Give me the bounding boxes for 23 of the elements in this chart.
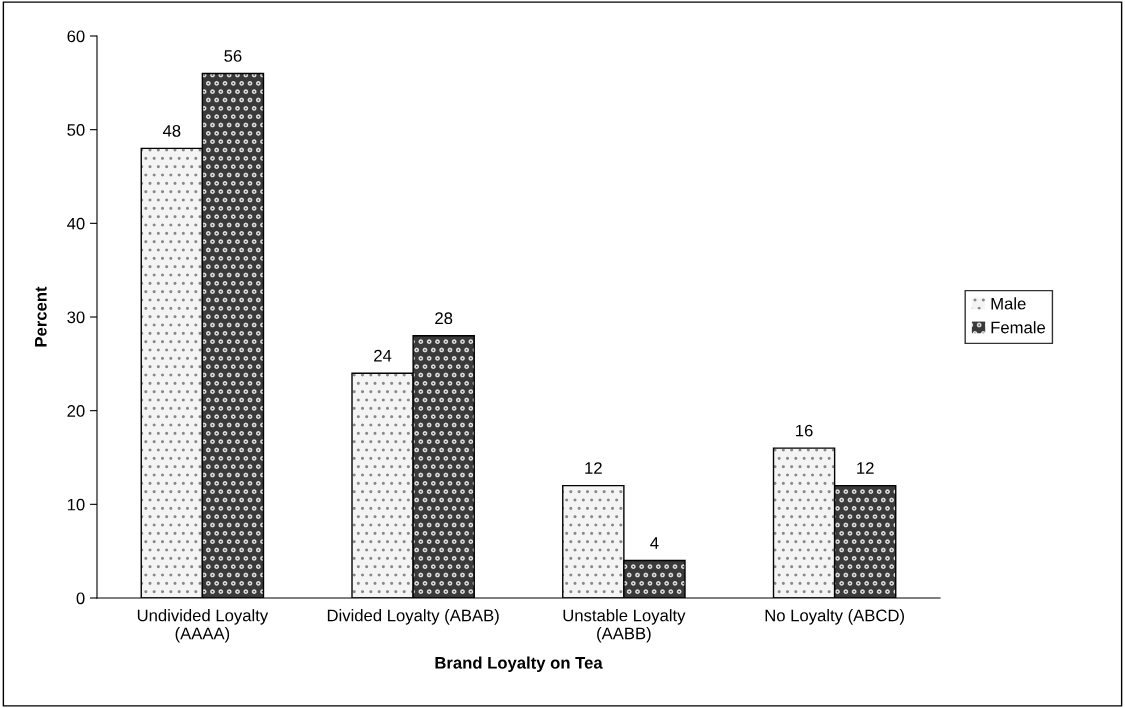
data-label: 48: [162, 124, 181, 137]
legend-label: Female: [991, 321, 1046, 334]
y-tick-label: 50: [67, 124, 85, 136]
data-label: 24: [374, 349, 392, 362]
data-label: 16: [796, 424, 813, 437]
data-label: 4: [650, 537, 659, 549]
data-label: 12: [857, 462, 874, 474]
x-axis-title: Brand Loyalty on Tea: [435, 656, 603, 673]
x-tick-label: Divided Loyalty (ABAB): [327, 609, 499, 625]
y-tick-label: 40: [67, 217, 85, 230]
y-tick-label: 20: [67, 405, 85, 417]
y-tick-label: 10: [67, 498, 85, 511]
y-tick-label: 30: [67, 311, 85, 324]
y-tick-label: 60: [67, 30, 85, 43]
y-tick-label: 0: [76, 592, 85, 605]
x-tick-label: Unstable Loyalty (AABB): [563, 609, 686, 643]
data-label: 56: [224, 50, 242, 62]
y-axis-title: Percent: [35, 286, 47, 347]
x-tick-label: No Loyalty (ABCD): [765, 609, 904, 625]
legend-label: Male: [991, 297, 1026, 310]
data-label: 28: [435, 312, 453, 325]
data-label: 12: [585, 462, 602, 474]
x-tick-label: Undivided Loyalty (AAAA): [137, 609, 269, 643]
